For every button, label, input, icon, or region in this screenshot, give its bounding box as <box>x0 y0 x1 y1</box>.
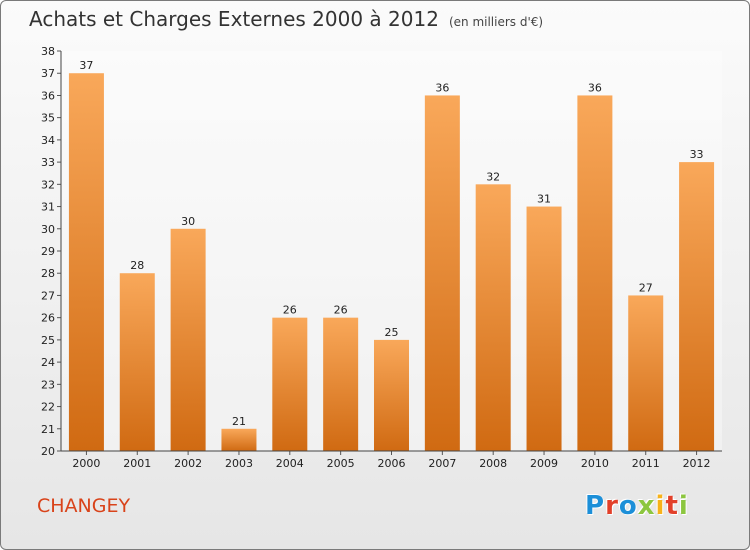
data-label: 37 <box>79 59 93 72</box>
y-tick-label: 35 <box>41 112 55 125</box>
bar <box>374 339 409 451</box>
data-label: 31 <box>537 193 551 206</box>
y-tick-label: 24 <box>41 356 55 369</box>
bar <box>170 228 206 451</box>
y-tick-label: 32 <box>41 178 55 191</box>
bar <box>272 317 308 451</box>
y-tick-label: 37 <box>41 67 55 80</box>
logo-letter: i <box>678 491 689 521</box>
y-tick-label: 38 <box>41 45 55 58</box>
bar <box>68 73 104 451</box>
logo-letter: P <box>585 491 606 521</box>
y-tick-label: 29 <box>41 245 55 258</box>
bar <box>323 317 359 451</box>
y-tick-label: 30 <box>41 223 55 236</box>
x-tick-label: 2010 <box>581 457 609 470</box>
x-tick-label: 2004 <box>276 457 304 470</box>
chart-title: Achats et Charges Externes 2000 à 2012 <box>29 7 439 31</box>
y-tick-label: 26 <box>41 312 55 325</box>
data-label: 28 <box>130 259 144 272</box>
chart-subtitle: (en milliers d'€) <box>448 15 544 29</box>
proxiti-logo: Proxiti <box>585 491 689 521</box>
y-tick-label: 28 <box>41 267 55 280</box>
x-tick-label: 2002 <box>174 457 202 470</box>
x-tick-label: 2011 <box>632 457 660 470</box>
y-tick-label: 22 <box>41 401 55 414</box>
logo-letter: i <box>655 491 666 521</box>
data-label: 32 <box>486 170 500 183</box>
logo-letter: r <box>605 491 619 521</box>
x-tick-label: 2005 <box>327 457 355 470</box>
y-tick-label: 34 <box>41 134 55 147</box>
chart-title-row: Achats et Charges Externes 2000 à 2012 (e… <box>29 7 543 31</box>
x-tick-label: 2012 <box>683 457 711 470</box>
x-tick-label: 2003 <box>225 457 253 470</box>
y-tick-label: 36 <box>41 89 55 102</box>
x-tick-label: 2001 <box>123 457 151 470</box>
x-tick-label: 2008 <box>479 457 507 470</box>
x-tick-label: 2009 <box>530 457 558 470</box>
data-label: 33 <box>690 148 704 161</box>
data-label: 25 <box>385 326 399 339</box>
y-tick-label: 20 <box>41 445 55 458</box>
bar <box>577 95 613 451</box>
data-label: 30 <box>181 215 195 228</box>
bar <box>119 273 155 451</box>
x-tick-label: 2000 <box>72 457 100 470</box>
logo-letter: t <box>665 491 679 521</box>
data-label: 36 <box>588 81 602 94</box>
data-label: 21 <box>232 415 246 428</box>
bar <box>475 184 511 452</box>
x-tick-label: 2006 <box>378 457 406 470</box>
x-tick-label: 2007 <box>428 457 456 470</box>
data-label: 36 <box>435 81 449 94</box>
bar <box>221 428 257 451</box>
y-tick-label: 23 <box>41 378 55 391</box>
bar <box>526 206 562 451</box>
y-tick-label: 31 <box>41 201 55 214</box>
logo-letter: x <box>637 491 656 521</box>
y-tick-label: 27 <box>41 289 55 302</box>
data-label: 27 <box>639 281 653 294</box>
y-tick-label: 21 <box>41 423 55 436</box>
bar <box>424 95 460 451</box>
commune-name: CHANGEY <box>37 495 131 517</box>
logo-letter: o <box>618 491 638 521</box>
data-label: 26 <box>283 304 297 317</box>
y-tick-label: 25 <box>41 334 55 347</box>
y-tick-label: 33 <box>41 156 55 169</box>
data-label: 26 <box>334 304 348 317</box>
bar <box>628 295 664 451</box>
bar <box>679 162 715 451</box>
